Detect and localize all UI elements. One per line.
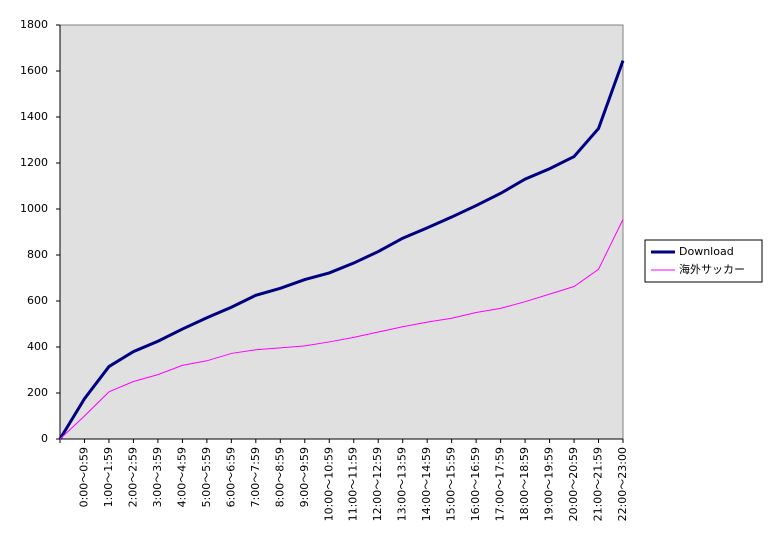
legend-label: 海外サッカー	[679, 262, 745, 276]
series-line	[59, 219, 624, 440]
x-tick-label: 2:00～2:59	[126, 447, 139, 507]
x-tick-label: 13:00～13:59	[396, 447, 409, 521]
x-tick-label: 11:00～11:59	[347, 447, 360, 521]
y-tick-label: 1000	[20, 202, 48, 215]
y-tick-label: 800	[27, 248, 48, 261]
series-line	[58, 60, 625, 440]
y-tick-label: 1400	[20, 110, 48, 123]
plot-area	[59, 24, 624, 440]
x-tick-label: 0:00～0:59	[77, 447, 90, 507]
y-tick-label: 1200	[20, 156, 48, 169]
x-tick-label: 4:00～4:59	[175, 447, 188, 507]
y-tick-label: 200	[27, 386, 48, 399]
x-tick-label: 7:00～7:59	[249, 447, 262, 507]
y-tick-label: 400	[27, 340, 48, 353]
x-tick-label: 15:00～15:59	[445, 447, 458, 521]
x-tick-label: 10:00～10:59	[322, 447, 335, 521]
x-tick-label: 16:00～16:59	[469, 447, 482, 521]
x-tick-label: 12:00～12:59	[371, 447, 384, 521]
x-tick-label: 17:00～17:59	[494, 447, 507, 521]
x-tick-label: 21:00～21:59	[592, 447, 605, 521]
y-tick-label: 600	[27, 294, 48, 307]
x-tick-label: 1:00～1:59	[102, 447, 115, 507]
x-tick-label: 19:00～19:59	[543, 447, 556, 521]
x-tick-label: 18:00～18:59	[518, 447, 531, 521]
x-tick-label: 9:00～9:59	[298, 447, 311, 507]
x-tick-label: 6:00～6:59	[224, 447, 237, 507]
x-tick-label: 14:00～14:59	[420, 447, 433, 521]
x-tick-label: 22:00～23:00	[616, 447, 629, 521]
y-tick-label: 0	[41, 432, 48, 445]
legend	[644, 239, 763, 283]
x-tick-label: 5:00～5:59	[200, 447, 213, 507]
x-tick-label: 20:00～20:59	[567, 447, 580, 521]
y-tick-label: 1800	[20, 18, 48, 31]
y-tick-label: 1600	[20, 64, 48, 77]
legend-label: Download	[679, 245, 734, 258]
x-tick-label: 8:00～8:59	[273, 447, 286, 507]
x-tick-label: 3:00～3:59	[151, 447, 164, 507]
